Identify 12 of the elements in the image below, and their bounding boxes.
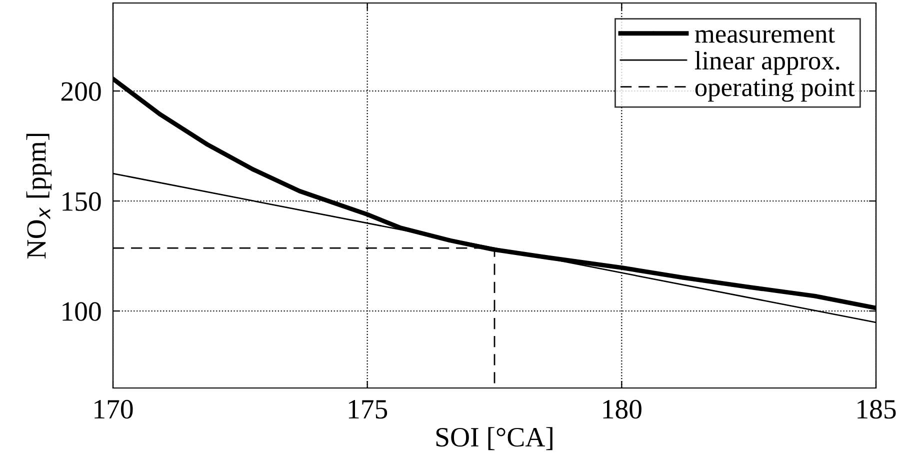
legend-label: operating point xyxy=(695,78,855,102)
y-tick-label: 150 xyxy=(62,192,101,211)
x-tick-label: 170 xyxy=(94,400,133,419)
x-axis-title: SOI [°CA] xyxy=(436,427,552,450)
x-tick-label: 180 xyxy=(603,400,642,419)
y-axis-title: NO$_{x}$ [ppm] xyxy=(26,134,52,258)
x-tick-label: 185 xyxy=(858,400,896,419)
y-tick-label: 100 xyxy=(62,302,101,321)
legend-label: measurement xyxy=(694,28,835,43)
x-tick-label: 175 xyxy=(348,400,388,419)
legend-label: linear approx. xyxy=(694,51,840,75)
y-tick-label: 200 xyxy=(61,82,101,101)
